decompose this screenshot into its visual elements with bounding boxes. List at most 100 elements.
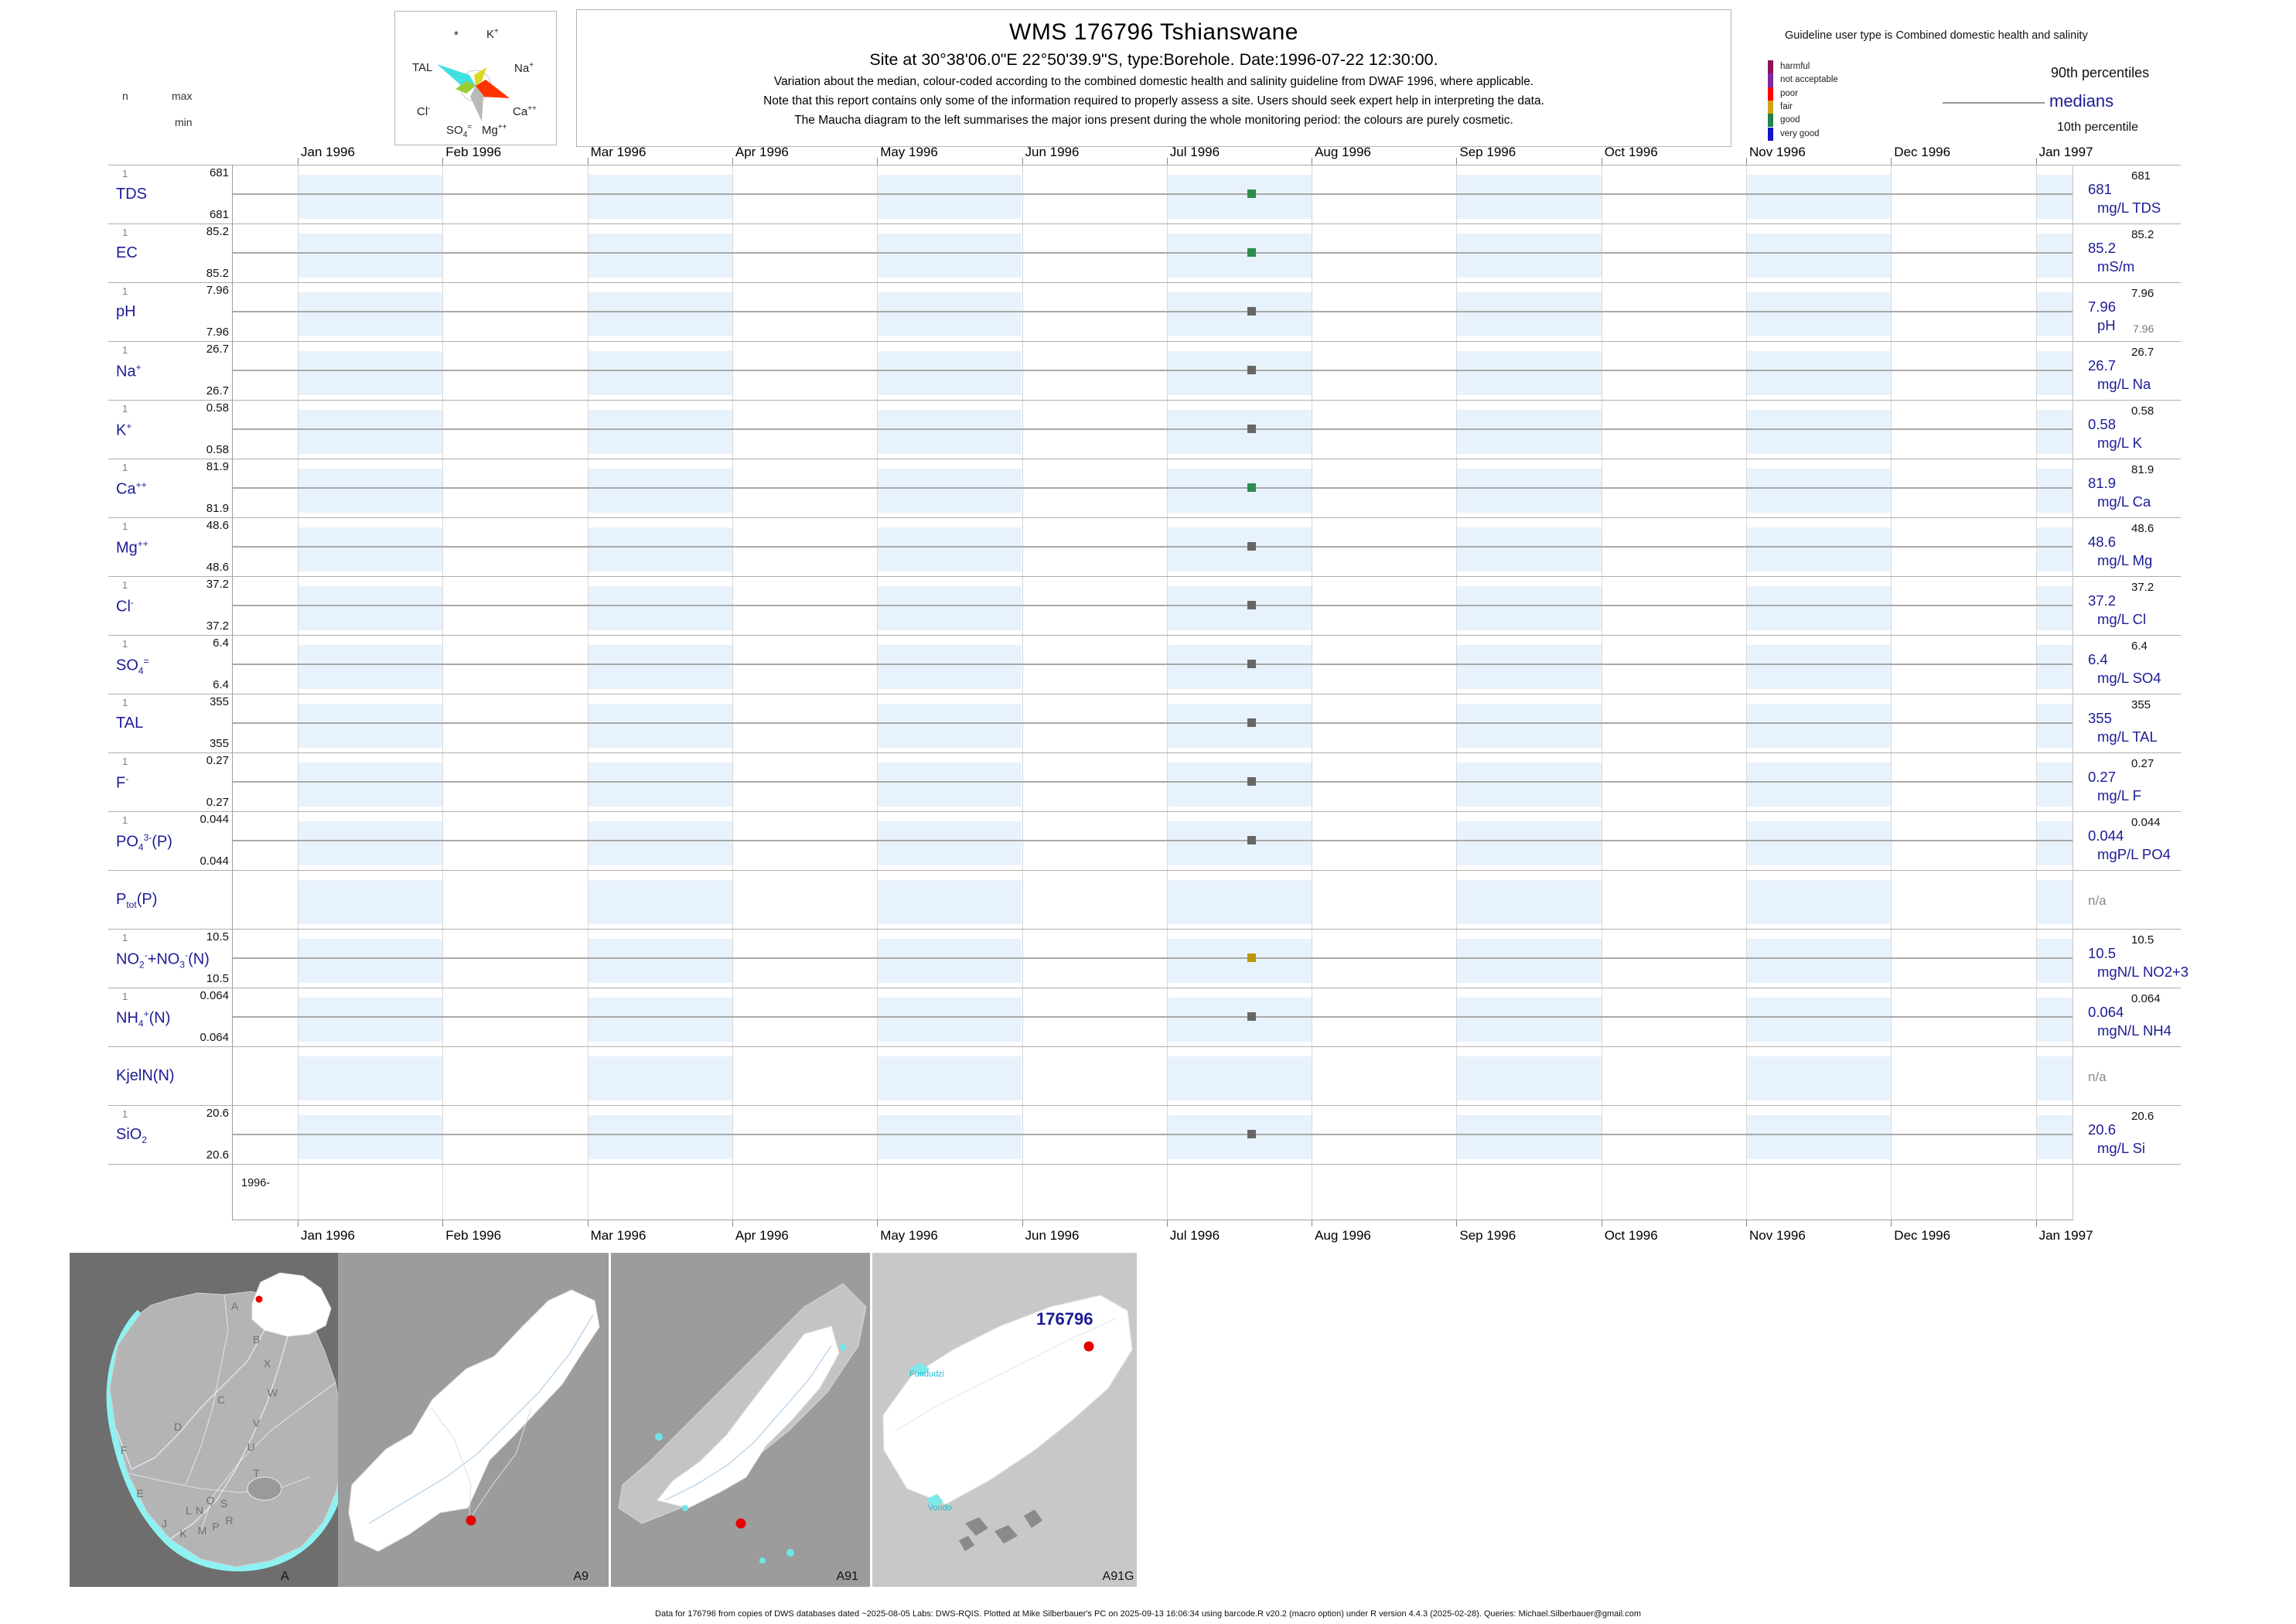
map-a91-waterbody-1 bbox=[655, 1433, 663, 1441]
row-n-count: 1 bbox=[122, 756, 128, 767]
row-unit-label: mg/L Na bbox=[2097, 376, 2151, 392]
site-location-marker bbox=[466, 1515, 476, 1526]
row-max-value: 6.4 bbox=[213, 636, 229, 650]
site-location-marker bbox=[1083, 1341, 1094, 1352]
row-median-value: 20.6 bbox=[2088, 1121, 2117, 1138]
map-river-2 bbox=[169, 1336, 288, 1540]
month-band bbox=[1456, 527, 1602, 571]
guideline-class-label: poor bbox=[1780, 88, 1799, 98]
month-band bbox=[877, 939, 1022, 983]
row-n-count: 1 bbox=[122, 814, 128, 826]
parameter-label-TDS: TDS bbox=[116, 186, 147, 203]
row-separator bbox=[108, 282, 2181, 283]
month-band bbox=[587, 1115, 732, 1159]
month-band bbox=[298, 645, 443, 689]
maucha-ion-label: * bbox=[454, 29, 459, 42]
maucha-ion-label: Na+ bbox=[514, 61, 534, 75]
month-gridline bbox=[442, 165, 444, 1220]
note-variation: Variation about the median, colour-coded… bbox=[773, 75, 1534, 88]
month-band bbox=[587, 704, 732, 748]
map-catchment-letter-L: L bbox=[186, 1503, 192, 1517]
map-boundary-2 bbox=[200, 1382, 336, 1532]
month-tick-top bbox=[298, 158, 299, 165]
row-min-value: 0.58 bbox=[206, 443, 229, 456]
sample-dot-K bbox=[1247, 425, 1256, 433]
row-n-count: 1 bbox=[122, 638, 128, 650]
row-na-value: n/a bbox=[2088, 893, 2107, 908]
month-band bbox=[1166, 1056, 1312, 1100]
row-separator bbox=[108, 870, 2181, 871]
month-band bbox=[1746, 234, 1892, 278]
month-band bbox=[2035, 586, 2073, 630]
row-median-value: 355 bbox=[2088, 710, 2112, 726]
row-unit-label: mg/L Mg bbox=[2097, 552, 2153, 568]
row-max-value: 48.6 bbox=[206, 519, 229, 532]
row-median-value: 681 bbox=[2088, 181, 2112, 197]
month-tick-bottom bbox=[2035, 1220, 2037, 1227]
row-min-value: 0.064 bbox=[200, 1031, 229, 1044]
month-band bbox=[1166, 527, 1312, 571]
row-max-value: 7.96 bbox=[206, 284, 229, 297]
map-corner-label-A91: A91 bbox=[836, 1570, 858, 1584]
month-tick-bottom bbox=[298, 1220, 299, 1227]
row-unit-label: mg/L Cl bbox=[2097, 611, 2147, 627]
map-a9-region-shape bbox=[348, 1289, 600, 1552]
map-a9-river-main bbox=[368, 1314, 594, 1524]
map-catchment-letter-R: R bbox=[225, 1513, 234, 1527]
row-n-count: 1 bbox=[122, 285, 128, 297]
row-median-value: 85.2 bbox=[2088, 240, 2117, 256]
month-band bbox=[1746, 351, 1892, 395]
sample-dot-SO4 bbox=[1247, 660, 1256, 668]
month-label-bottom: Mar 1996 bbox=[590, 1228, 646, 1243]
month-band bbox=[1746, 469, 1892, 513]
month-band bbox=[587, 469, 732, 513]
month-tick-bottom bbox=[442, 1220, 444, 1227]
month-band bbox=[877, 821, 1022, 865]
month-band bbox=[1166, 998, 1312, 1042]
site-location-marker bbox=[255, 1295, 263, 1303]
month-band bbox=[1166, 351, 1312, 395]
row-max-value: 20.6 bbox=[206, 1107, 229, 1120]
guideline-class-swatch bbox=[1768, 114, 1773, 128]
median-line-TAL bbox=[232, 722, 2073, 724]
map-river-1 bbox=[115, 1329, 265, 1470]
month-band bbox=[1456, 821, 1602, 865]
month-band bbox=[298, 998, 443, 1042]
month-band bbox=[1746, 880, 1892, 924]
row-max-value: 0.58 bbox=[206, 401, 229, 415]
month-label-bottom: Feb 1996 bbox=[445, 1228, 502, 1243]
month-band bbox=[1456, 998, 1602, 1042]
month-band bbox=[587, 351, 732, 395]
median-line-pH bbox=[232, 311, 2073, 312]
stats-header-n: n bbox=[122, 90, 128, 102]
month-band bbox=[298, 469, 443, 513]
month-tick-bottom bbox=[1166, 1220, 1168, 1227]
month-tick-top bbox=[1891, 158, 1892, 165]
month-gridline bbox=[732, 165, 733, 1220]
month-band bbox=[587, 292, 732, 336]
map-quaternary-catchment-a91g: Fundudzi Vondo 176796 A91G bbox=[872, 1253, 1137, 1587]
month-band bbox=[298, 410, 443, 454]
page-title: WMS 176796 Tshianswane bbox=[1009, 19, 1298, 45]
month-band bbox=[877, 1115, 1022, 1159]
map-catchment-letter-C: C bbox=[217, 1394, 226, 1407]
month-band bbox=[1456, 704, 1602, 748]
map-highlight-catchment-a bbox=[251, 1272, 332, 1337]
month-band bbox=[877, 1056, 1022, 1100]
month-band bbox=[1456, 351, 1602, 395]
maucha-ion-label: Mg++ bbox=[482, 123, 507, 137]
title-box: WMS 176796 Tshianswane Site at 30°38'06.… bbox=[576, 9, 1731, 147]
month-band bbox=[2035, 880, 2073, 924]
row-n-count: 1 bbox=[122, 520, 128, 532]
median-line-SO4 bbox=[232, 664, 2073, 665]
row-10th-value: 7.96 bbox=[2133, 322, 2154, 335]
map-catchment-letter-X: X bbox=[263, 1356, 271, 1370]
map-a9-river-tributary-1 bbox=[430, 1407, 472, 1518]
map-a9-river-tributary-2 bbox=[470, 1407, 532, 1518]
month-band bbox=[298, 1115, 443, 1159]
month-gridline bbox=[298, 165, 299, 1220]
maucha-ion-label: TAL bbox=[412, 61, 433, 74]
row-max-value: 37.2 bbox=[206, 578, 229, 591]
month-gridline bbox=[1166, 165, 1168, 1220]
